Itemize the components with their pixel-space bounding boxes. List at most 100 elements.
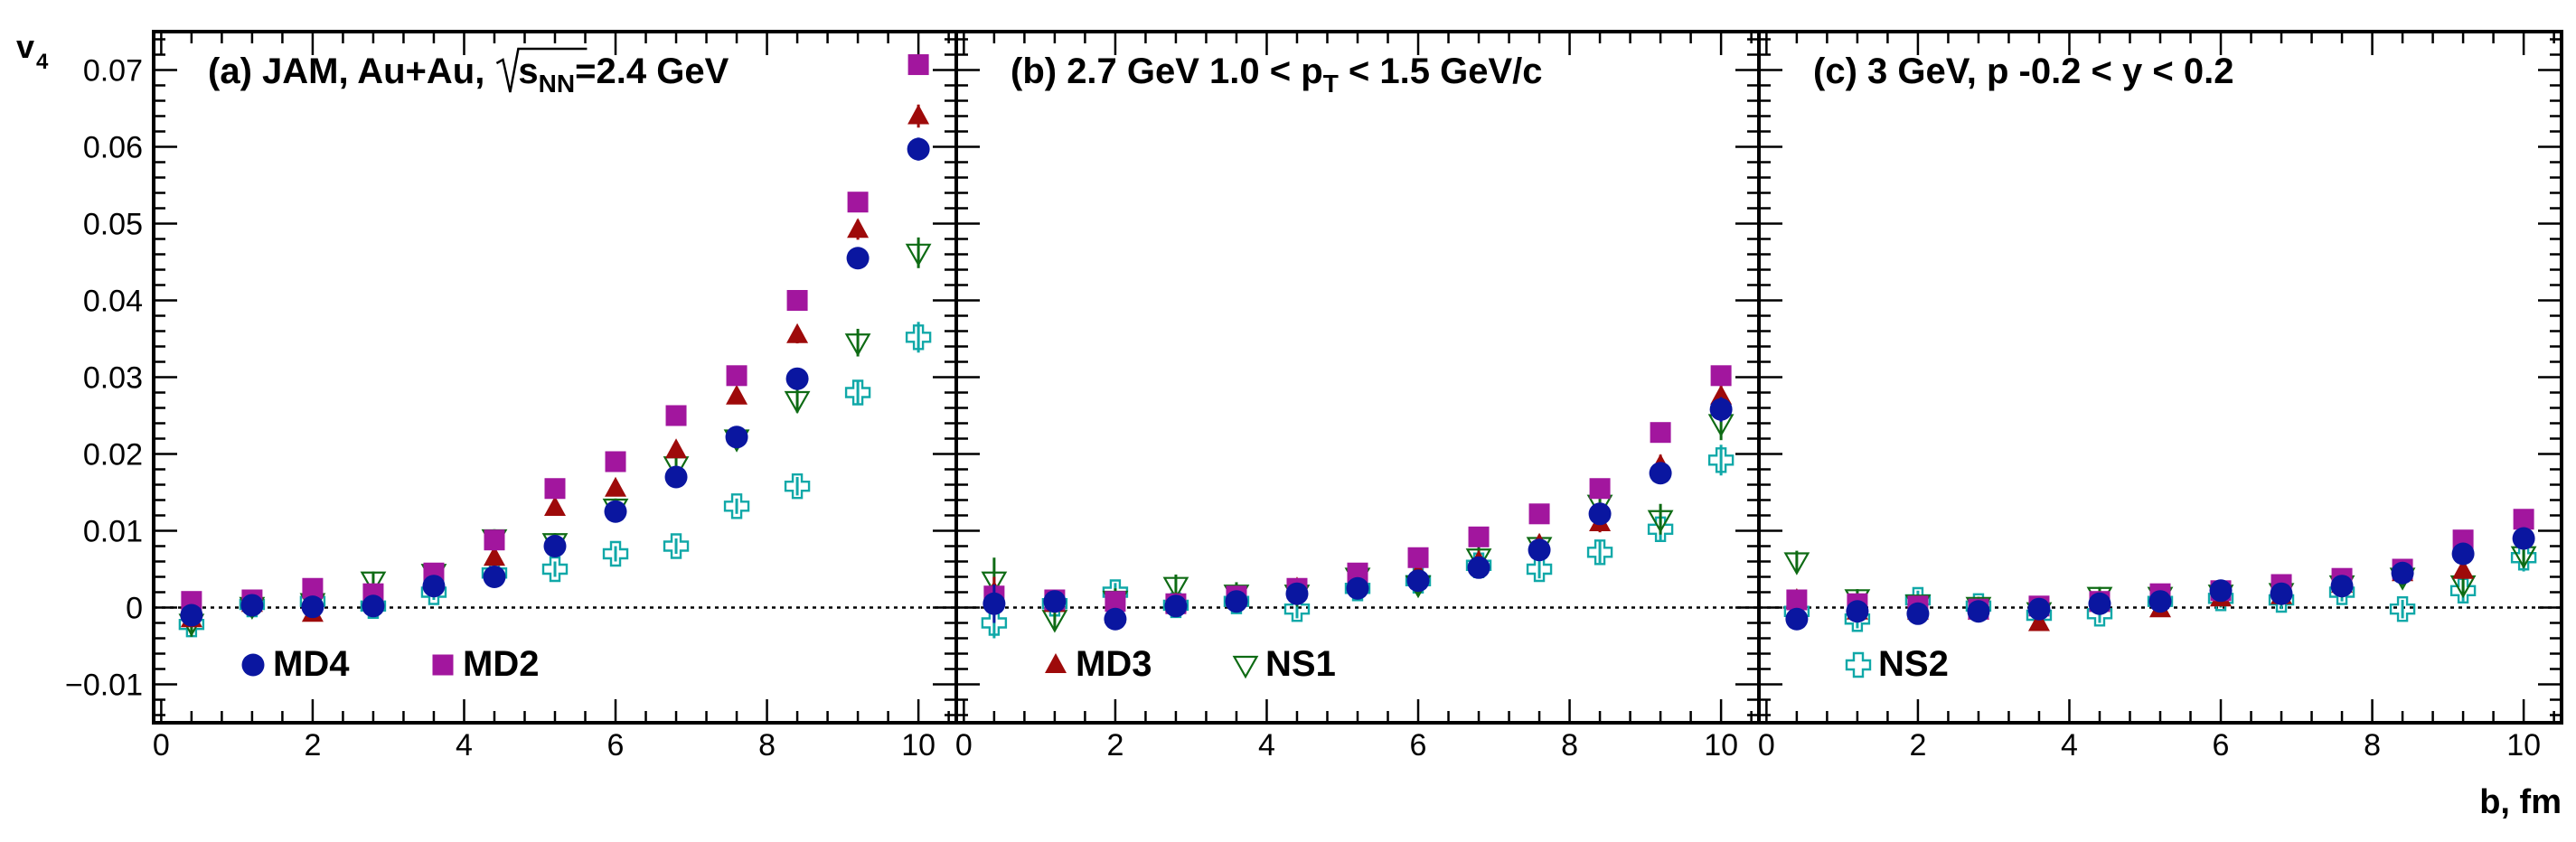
marker-md4 (1906, 602, 1930, 625)
x-tick-label: 2 (1106, 728, 1123, 762)
y-axis-label: v (16, 28, 34, 65)
x-tick-label: 0 (955, 728, 973, 762)
marker-md4 (1649, 462, 1672, 485)
legend-label: MD4 (273, 644, 350, 684)
marker-md2 (1468, 526, 1490, 547)
marker-md4 (1709, 398, 1733, 421)
y-tick-label: 0.03 (83, 361, 143, 396)
marker-md2 (484, 529, 505, 551)
marker-md3 (2027, 611, 2050, 632)
marker-ns2 (1707, 447, 1735, 473)
marker-md3 (605, 476, 627, 497)
x-tick-label: 10 (2506, 728, 2541, 762)
panel-title: (c) 3 GeV, p -0.2 < y < 0.2 (1813, 51, 2233, 91)
marker-md2 (2513, 509, 2534, 530)
marker-md4 (725, 426, 748, 449)
series-md4 (1785, 527, 2535, 631)
series-md2 (983, 365, 1732, 614)
x-tick-label: 10 (1704, 728, 1738, 762)
legend-entry-md3: MD3 (1045, 644, 1152, 684)
marker-md4 (2270, 582, 2293, 605)
x-tick-label: 8 (1561, 728, 1578, 762)
marker-md4 (241, 653, 265, 677)
marker-md4 (2330, 575, 2354, 598)
marker-md4 (483, 566, 506, 588)
x-tick-label: 0 (153, 728, 170, 762)
marker-md4 (1285, 582, 1309, 605)
marker-md4 (301, 595, 324, 619)
marker-md4 (2391, 561, 2414, 585)
y-tick-label: 0.01 (83, 515, 143, 549)
y-axis-label-sub: 4 (36, 50, 49, 74)
marker-md4 (543, 535, 567, 557)
marker-md3 (483, 546, 505, 566)
marker-md3 (665, 438, 688, 459)
y-tick-label: 0.02 (83, 438, 143, 472)
x-tick-label: 0 (1758, 728, 1775, 762)
marker-ns2 (1526, 556, 1553, 583)
legend-label: MD2 (463, 644, 539, 684)
marker-md4 (1528, 538, 1551, 562)
x-tick-label: 4 (2061, 728, 2078, 762)
plot-frame (1757, 30, 2563, 725)
x-tick-label: 6 (607, 728, 625, 762)
marker-ns2 (723, 493, 750, 519)
x-tick-label: 4 (1258, 728, 1275, 762)
panel-title: (a) JAM, Au+Au, sNN=2.4 GeV (208, 51, 729, 98)
marker-md4 (1588, 502, 1612, 526)
marker-md4 (2209, 579, 2233, 603)
marker-ns2 (1845, 651, 1872, 678)
marker-md3 (2452, 558, 2475, 579)
marker-md4 (604, 500, 627, 523)
marker-md4 (240, 594, 264, 617)
x-tick-label: 6 (2213, 728, 2230, 762)
marker-ns2 (2389, 596, 2416, 622)
y-tick-label: 0.04 (83, 285, 143, 319)
marker-md4 (1104, 607, 1127, 631)
marker-md2 (544, 478, 566, 500)
marker-ns1 (905, 243, 932, 267)
marker-ns1 (981, 571, 1008, 594)
x-tick-label: 2 (1909, 728, 1926, 762)
marker-md2 (605, 451, 626, 472)
x-tick-label: 8 (758, 728, 776, 762)
legend-label: NS2 (1878, 644, 1949, 684)
marker-ns1 (1162, 576, 1189, 600)
marker-md2 (432, 654, 454, 676)
x-tick-label: 8 (2364, 728, 2381, 762)
marker-md4 (1406, 569, 1430, 593)
legend-label: MD3 (1076, 644, 1152, 684)
series-md4 (180, 137, 930, 627)
marker-md3 (786, 323, 809, 343)
marker-md3 (726, 384, 748, 405)
series-ns2 (981, 444, 1735, 639)
series-md2 (181, 54, 929, 613)
series-md4 (982, 397, 1733, 631)
marker-ns2 (1283, 596, 1311, 622)
marker-ns2 (784, 473, 811, 500)
y-tick-label: −0.01 (65, 669, 143, 703)
panel-title: (b) 2.7 GeV 1.0 < pT < 1.5 GeV/c (1011, 51, 1543, 98)
marker-md3 (1045, 653, 1067, 673)
legend-label: NS1 (1265, 644, 1336, 684)
legend-entry-ns1: NS1 (1232, 644, 1336, 684)
marker-md2 (1105, 591, 1126, 613)
panel-b: 0 2 4 6 8 10 (b) 2.7 GeV 1.0 < pT < 1.5 GeV/c M… (954, 30, 1761, 762)
marker-md2 (1528, 503, 1550, 525)
marker-ns1 (1647, 510, 1674, 533)
legend-entry-ns2: NS2 (1845, 644, 1949, 684)
marker-md2 (1786, 589, 1808, 611)
marker-md4 (2088, 592, 2111, 615)
y-tick-label: 0.05 (83, 208, 143, 242)
marker-md4 (2148, 590, 2172, 613)
marker-md4 (1225, 590, 1248, 613)
marker-md4 (2451, 542, 2475, 566)
marker-md4 (1164, 594, 1188, 618)
marker-md4 (846, 247, 870, 270)
marker-md4 (2027, 597, 2051, 621)
marker-ns1 (844, 333, 871, 357)
marker-ns2 (2449, 577, 2477, 603)
marker-ns2 (1586, 539, 1613, 566)
